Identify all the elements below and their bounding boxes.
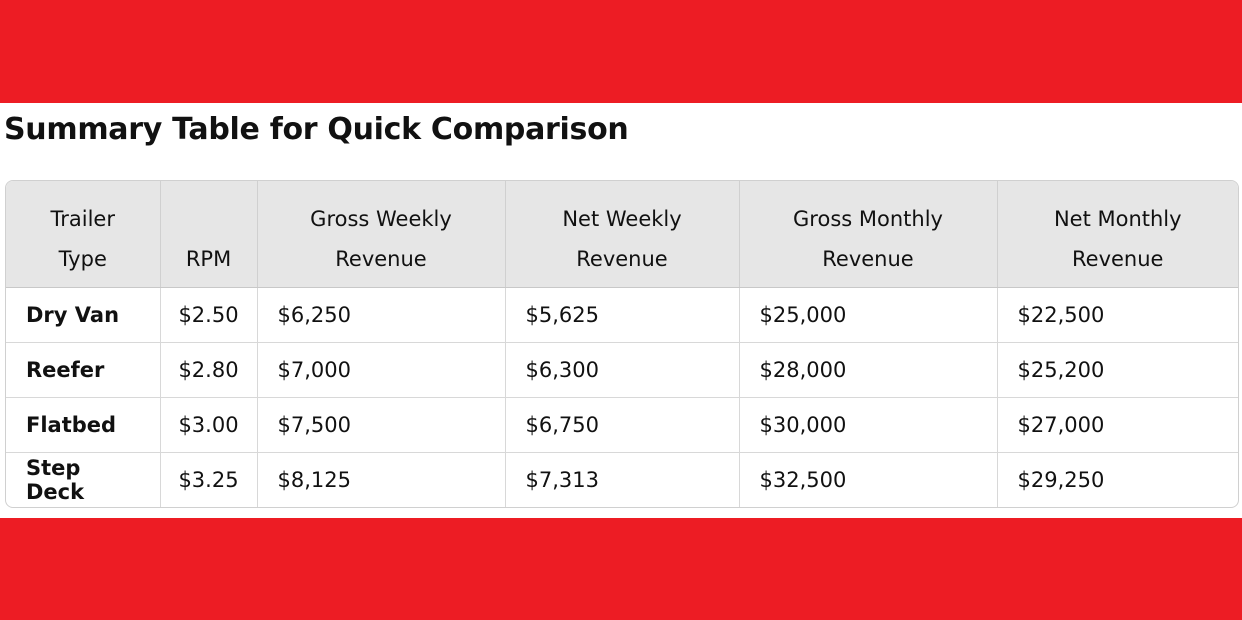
header-trailer-type: Trailer Type <box>6 181 161 288</box>
cell-net-weekly: $7,313 <box>505 452 740 507</box>
cell-rpm: $2.80 <box>160 342 258 398</box>
header-gross-weekly: Gross Weekly Revenue <box>257 181 506 288</box>
cell-gross-weekly: $7,500 <box>257 397 506 453</box>
bottom-red-band <box>0 518 1242 620</box>
cell-net-monthly: $27,000 <box>997 397 1238 453</box>
cell-net-weekly: $5,625 <box>505 287 740 343</box>
table-header-row: Trailer Type RPM Gross Weekly Revenue Ne… <box>6 181 1238 288</box>
cell-trailer-type: Flatbed <box>6 397 161 453</box>
cell-gross-monthly: $30,000 <box>739 397 998 453</box>
table-row: Flatbed $3.00 $7,500 $6,750 $30,000 $27,000 <box>6 397 1238 453</box>
table-row: Step Deck $3.25 $8,125 $7,313 $32,500 $29,250 <box>6 452 1238 507</box>
cell-trailer-type: Dry Van <box>6 287 161 343</box>
cell-rpm: $2.50 <box>160 287 258 343</box>
cell-gross-weekly: $6,250 <box>257 287 506 343</box>
summary-table-container: Trailer Type RPM Gross Weekly Revenue Ne… <box>5 180 1239 508</box>
cell-net-monthly: $25,200 <box>997 342 1238 398</box>
header-net-monthly: Net Monthly Revenue <box>997 181 1238 288</box>
header-gross-monthly: Gross Monthly Revenue <box>739 181 998 288</box>
summary-table: Trailer Type RPM Gross Weekly Revenue Ne… <box>6 181 1238 507</box>
page-title: Summary Table for Quick Comparison <box>4 112 629 147</box>
cell-gross-weekly: $7,000 <box>257 342 506 398</box>
cell-net-weekly: $6,300 <box>505 342 740 398</box>
cell-trailer-type: Step Deck <box>6 452 161 507</box>
table-row: Reefer $2.80 $7,000 $6,300 $28,000 $25,200 <box>6 342 1238 398</box>
cell-trailer-type: Reefer <box>6 342 161 398</box>
cell-gross-monthly: $32,500 <box>739 452 998 507</box>
cell-gross-weekly: $8,125 <box>257 452 506 507</box>
cell-rpm: $3.25 <box>160 452 258 507</box>
top-red-band <box>0 0 1242 103</box>
cell-gross-monthly: $28,000 <box>739 342 998 398</box>
header-rpm: RPM <box>160 181 258 288</box>
cell-gross-monthly: $25,000 <box>739 287 998 343</box>
table-row: Dry Van $2.50 $6,250 $5,625 $25,000 $22,500 <box>6 287 1238 343</box>
cell-net-weekly: $6,750 <box>505 397 740 453</box>
cell-net-monthly: $22,500 <box>997 287 1238 343</box>
cell-rpm: $3.00 <box>160 397 258 453</box>
cell-net-monthly: $29,250 <box>1017 468 1105 492</box>
header-net-weekly: Net Weekly Revenue <box>505 181 740 288</box>
